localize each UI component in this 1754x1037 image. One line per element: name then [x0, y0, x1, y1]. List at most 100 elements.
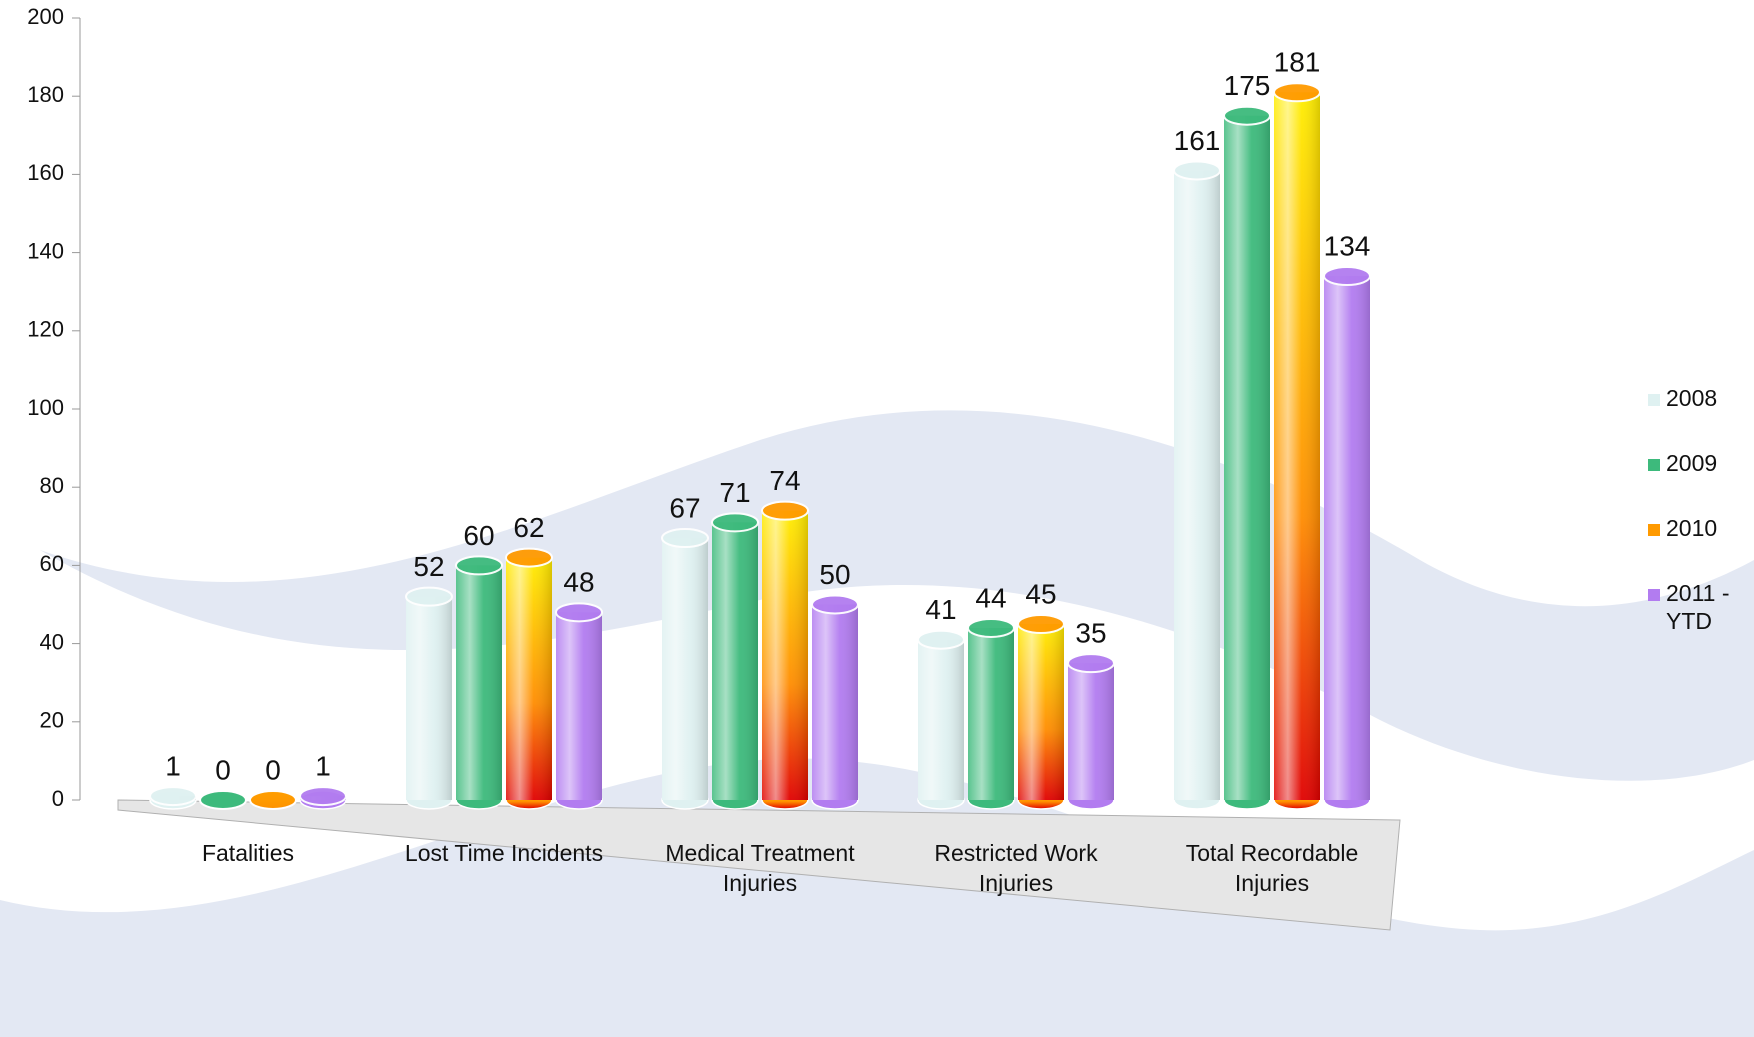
- cylinder: [711, 512, 759, 810]
- cylinder-top: [299, 786, 347, 807]
- data-label: 52: [413, 551, 444, 582]
- cylinder: [405, 586, 453, 810]
- data-label: 0: [265, 754, 281, 785]
- data-label: 41: [925, 594, 956, 625]
- cylinder: [149, 786, 197, 810]
- data-label: 161: [1174, 125, 1221, 156]
- cylinder-top: [149, 786, 197, 807]
- bar-shine: [556, 612, 602, 800]
- data-label: 0: [215, 754, 231, 785]
- bar-shine: [1174, 170, 1220, 801]
- data-label: 62: [513, 512, 544, 543]
- bar-shine: [1068, 663, 1114, 800]
- data-label: 181: [1274, 47, 1321, 78]
- data-label: 1: [165, 750, 181, 781]
- cylinder-top: [505, 547, 553, 568]
- cylinder-top: [1273, 82, 1321, 103]
- cylinder: [811, 594, 859, 810]
- data-label: 71: [719, 477, 750, 508]
- cylinder: [1067, 653, 1115, 810]
- y-tick-label: 80: [40, 473, 64, 498]
- y-tick-label: 180: [27, 82, 64, 107]
- cylinder-top: [711, 512, 759, 533]
- cylinder-top: [1323, 266, 1371, 287]
- cylinder: [1323, 266, 1371, 810]
- cylinder: [555, 602, 603, 810]
- data-label: 45: [1025, 578, 1056, 609]
- cylinder-top: [761, 500, 809, 521]
- cylinder: [967, 617, 1015, 810]
- bar-shine: [762, 510, 808, 800]
- legend-swatch: [1648, 394, 1660, 406]
- bar-shine: [1224, 115, 1270, 800]
- bar-shine: [1324, 276, 1370, 800]
- data-label: 35: [1075, 618, 1106, 649]
- bar-shine: [812, 604, 858, 800]
- bar-shine: [1274, 92, 1320, 801]
- cylinder: [299, 786, 347, 810]
- y-tick-label: 40: [40, 629, 64, 654]
- y-tick-label: 20: [40, 708, 64, 733]
- cylinder-top: [455, 555, 503, 576]
- cylinder-top: [1067, 653, 1115, 674]
- bar-shine: [456, 565, 502, 800]
- cylinder-top: [811, 594, 859, 615]
- cylinder: [199, 790, 247, 810]
- cylinder: [1017, 614, 1065, 810]
- bar-shine: [506, 557, 552, 800]
- cylinder: [505, 547, 553, 810]
- y-tick-label: 200: [27, 4, 64, 29]
- x-tick-label: Lost Time Incidents: [405, 840, 603, 866]
- data-label: 44: [975, 582, 1006, 613]
- cylinder: [455, 555, 503, 810]
- data-label: 134: [1324, 230, 1371, 261]
- data-label: 50: [819, 559, 850, 590]
- bar-shine: [1018, 624, 1064, 800]
- y-tick-label: 120: [27, 317, 64, 342]
- y-tick-label: 140: [27, 238, 64, 263]
- legend-label: 2010: [1666, 515, 1717, 541]
- cylinder: [249, 790, 297, 810]
- cylinder-top: [249, 790, 297, 810]
- x-tick-label: Restricted Work Injuries: [934, 840, 1098, 896]
- legend-label: 2009: [1666, 450, 1717, 476]
- y-tick-label: 160: [27, 160, 64, 185]
- cylinder: [1273, 82, 1321, 810]
- y-tick-label: 100: [27, 395, 64, 420]
- y-tick-label: 60: [40, 551, 64, 576]
- data-label: 60: [463, 520, 494, 551]
- cylinder: [761, 500, 809, 810]
- cylinder-top: [967, 617, 1015, 638]
- cylinder: [661, 528, 709, 810]
- legend-swatch: [1648, 589, 1660, 601]
- legend-swatch: [1648, 459, 1660, 471]
- bar-shine: [918, 639, 964, 800]
- floor: [117, 799, 1401, 931]
- data-label: 175: [1224, 70, 1271, 101]
- cylinder-top: [199, 790, 247, 810]
- cylinder-top: [1223, 105, 1271, 126]
- x-tick-label: Fatalities: [202, 840, 294, 866]
- x-tick-label: Medical Treatment Injuries: [665, 840, 855, 896]
- cylinder-top: [1173, 160, 1221, 181]
- data-label: 1: [315, 750, 331, 781]
- y-tick-label: 0: [52, 786, 64, 811]
- data-label: 67: [669, 492, 700, 523]
- cylinder-top: [917, 629, 965, 650]
- bar-shine: [712, 522, 758, 800]
- bar-shine: [662, 538, 708, 800]
- bar-shine: [968, 627, 1014, 800]
- cylinder-top: [661, 528, 709, 549]
- legend-label: 2008: [1666, 385, 1717, 411]
- cylinder-top: [405, 586, 453, 607]
- cylinder: [1223, 105, 1271, 810]
- background-waves: [0, 410, 1754, 1037]
- cylinder: [917, 629, 965, 810]
- bar-shine: [406, 596, 452, 800]
- legend-label: 2011 -YTD: [1666, 580, 1730, 634]
- cylinder-top: [555, 602, 603, 623]
- cylinder: [1173, 160, 1221, 810]
- x-tick-label: Total Recordable Injuries: [1186, 840, 1359, 896]
- legend-swatch: [1648, 524, 1660, 536]
